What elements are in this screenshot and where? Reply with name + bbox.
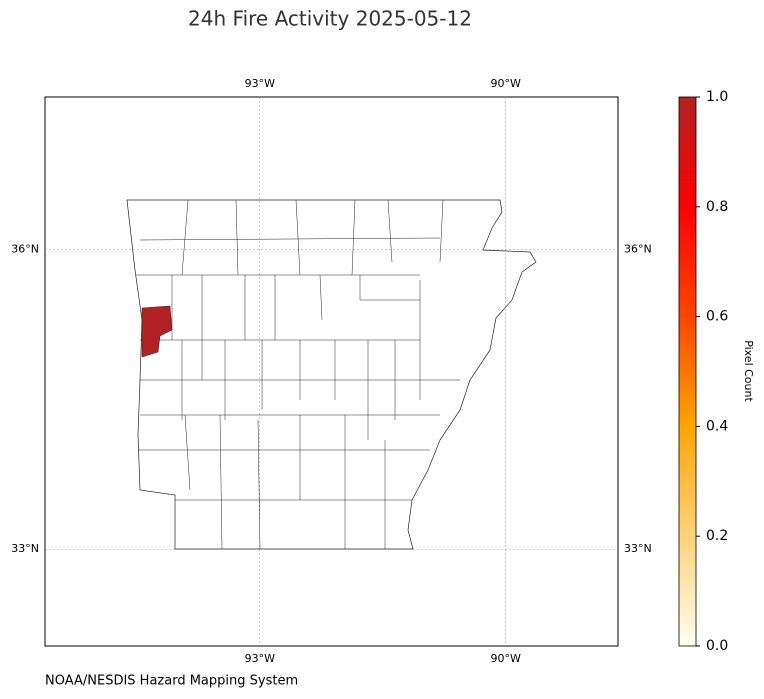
colorbar-label: Pixel Count (742, 340, 755, 402)
lon-label: 90°W (491, 652, 521, 665)
lat-label: 36°N (624, 243, 652, 256)
colorbar-tick-label: 0.8 (706, 199, 728, 215)
graticule (45, 97, 618, 646)
source-note: NOAA/NESDIS Hazard Mapping System (45, 674, 298, 689)
lon-label: 90°W (491, 77, 521, 90)
lon-label: 93°W (245, 652, 275, 665)
fire-county (141, 305, 173, 358)
colorbar (678, 96, 697, 647)
colorbar-tick-label: 0.0 (706, 638, 728, 654)
colorbar-tick-label: 0.6 (706, 309, 728, 325)
lat-label: 36°N (11, 243, 39, 256)
lat-label: 33°N (624, 542, 652, 555)
county-lines (136, 199, 460, 550)
lat-label: 33°N (11, 542, 39, 555)
lon-label: 93°W (245, 77, 275, 90)
colorbar-axis: 0.0 0.2 0.4 0.6 0.8 1.0 (696, 89, 728, 654)
state-map (126, 199, 537, 550)
colorbar-tick-label: 1.0 (706, 89, 728, 105)
colorbar-tick-label: 0.2 (706, 528, 728, 544)
map-frame (44, 96, 619, 647)
colorbar-tick-label: 0.4 (706, 418, 728, 434)
title: 24h Fire Activity 2025-05-12 (188, 7, 472, 31)
state-outline (126, 199, 537, 550)
fire-layer (141, 305, 173, 358)
